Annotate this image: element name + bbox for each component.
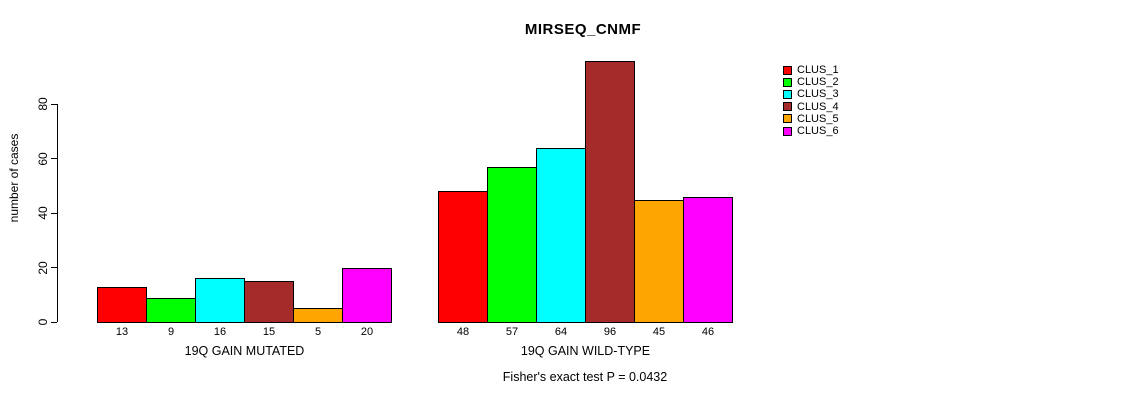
legend-label: CLUS_5 (797, 112, 839, 125)
bar-clus_3-group1 (195, 278, 245, 323)
y-tick-label: 60 (36, 152, 50, 166)
bar-clus_5-group2 (634, 200, 684, 323)
y-tick-mark (51, 158, 57, 160)
y-axis-title: number of cases (7, 133, 21, 223)
y-tick-mark (51, 321, 57, 323)
legend-swatch-clus_1 (783, 65, 792, 75)
bar-value-label: 5 (314, 326, 322, 338)
bar-value-label: 96 (603, 326, 617, 338)
y-tick-mark (51, 103, 57, 105)
y-axis-line (57, 104, 58, 322)
legend-label: CLUS_4 (797, 100, 839, 113)
legend-swatch-clus_6 (783, 126, 792, 136)
bar-value-label: 45 (652, 326, 666, 338)
y-tick-label: 20 (36, 260, 50, 275)
bar-clus_6-group1 (342, 268, 392, 323)
bar-clus_6-group2 (683, 197, 733, 323)
legend-item-clus_1: CLUS_1 (783, 64, 839, 76)
bar-clus_4-group2 (585, 61, 635, 323)
bar-clus_5-group1 (293, 308, 343, 323)
legend-swatch-clus_3 (783, 89, 792, 99)
y-tick-mark (51, 212, 57, 214)
bar-value-label: 64 (554, 326, 568, 338)
bar-value-label: 9 (167, 326, 175, 338)
legend-item-clus_5: CLUS_5 (783, 113, 839, 125)
group-label-1: 19Q GAIN MUTATED (184, 344, 305, 358)
legend-item-clus_3: CLUS_3 (783, 88, 839, 100)
bar-value-label: 16 (213, 326, 227, 338)
y-tick-label: 0 (36, 318, 50, 326)
legend: CLUS_1 CLUS_2 CLUS_3 CLUS_4 CLUS_5 CLUS_6 (783, 64, 839, 137)
bar-clus_2-group1 (146, 298, 196, 323)
legend-swatch-clus_4 (783, 102, 792, 112)
bar-value-label: 15 (262, 326, 276, 338)
group-label-2: 19Q GAIN WILD-TYPE (520, 344, 651, 358)
bar-clus_3-group2 (536, 148, 586, 323)
bar-clus_1-group2 (438, 191, 488, 323)
bar-value-label: 20 (360, 326, 374, 338)
bar-value-label: 13 (115, 326, 129, 338)
legend-label: CLUS_2 (797, 76, 839, 89)
bar-clus_4-group1 (244, 281, 294, 323)
legend-label: CLUS_6 (797, 125, 839, 138)
y-tick-label: 80 (36, 97, 50, 112)
fisher-test-annotation: Fisher's exact test P = 0.0432 (502, 370, 668, 384)
legend-swatch-clus_5 (783, 114, 792, 124)
legend-swatch-clus_2 (783, 77, 792, 87)
bar-value-label: 57 (505, 326, 519, 338)
bar-value-label: 48 (456, 326, 470, 338)
bar-value-label: 46 (701, 326, 715, 338)
legend-label: CLUS_1 (797, 64, 839, 77)
bar-clus_1-group1 (97, 287, 147, 323)
legend-item-clus_4: CLUS_4 (783, 101, 839, 113)
y-tick-mark (51, 267, 57, 269)
chart-title: MIRSEQ_CNMF (524, 21, 642, 38)
legend-item-clus_6: CLUS_6 (783, 125, 839, 137)
bar-clus_2-group2 (487, 167, 537, 323)
legend-item-clus_2: CLUS_2 (783, 76, 839, 88)
legend-label: CLUS_3 (797, 88, 839, 101)
y-tick-label: 40 (36, 206, 50, 220)
